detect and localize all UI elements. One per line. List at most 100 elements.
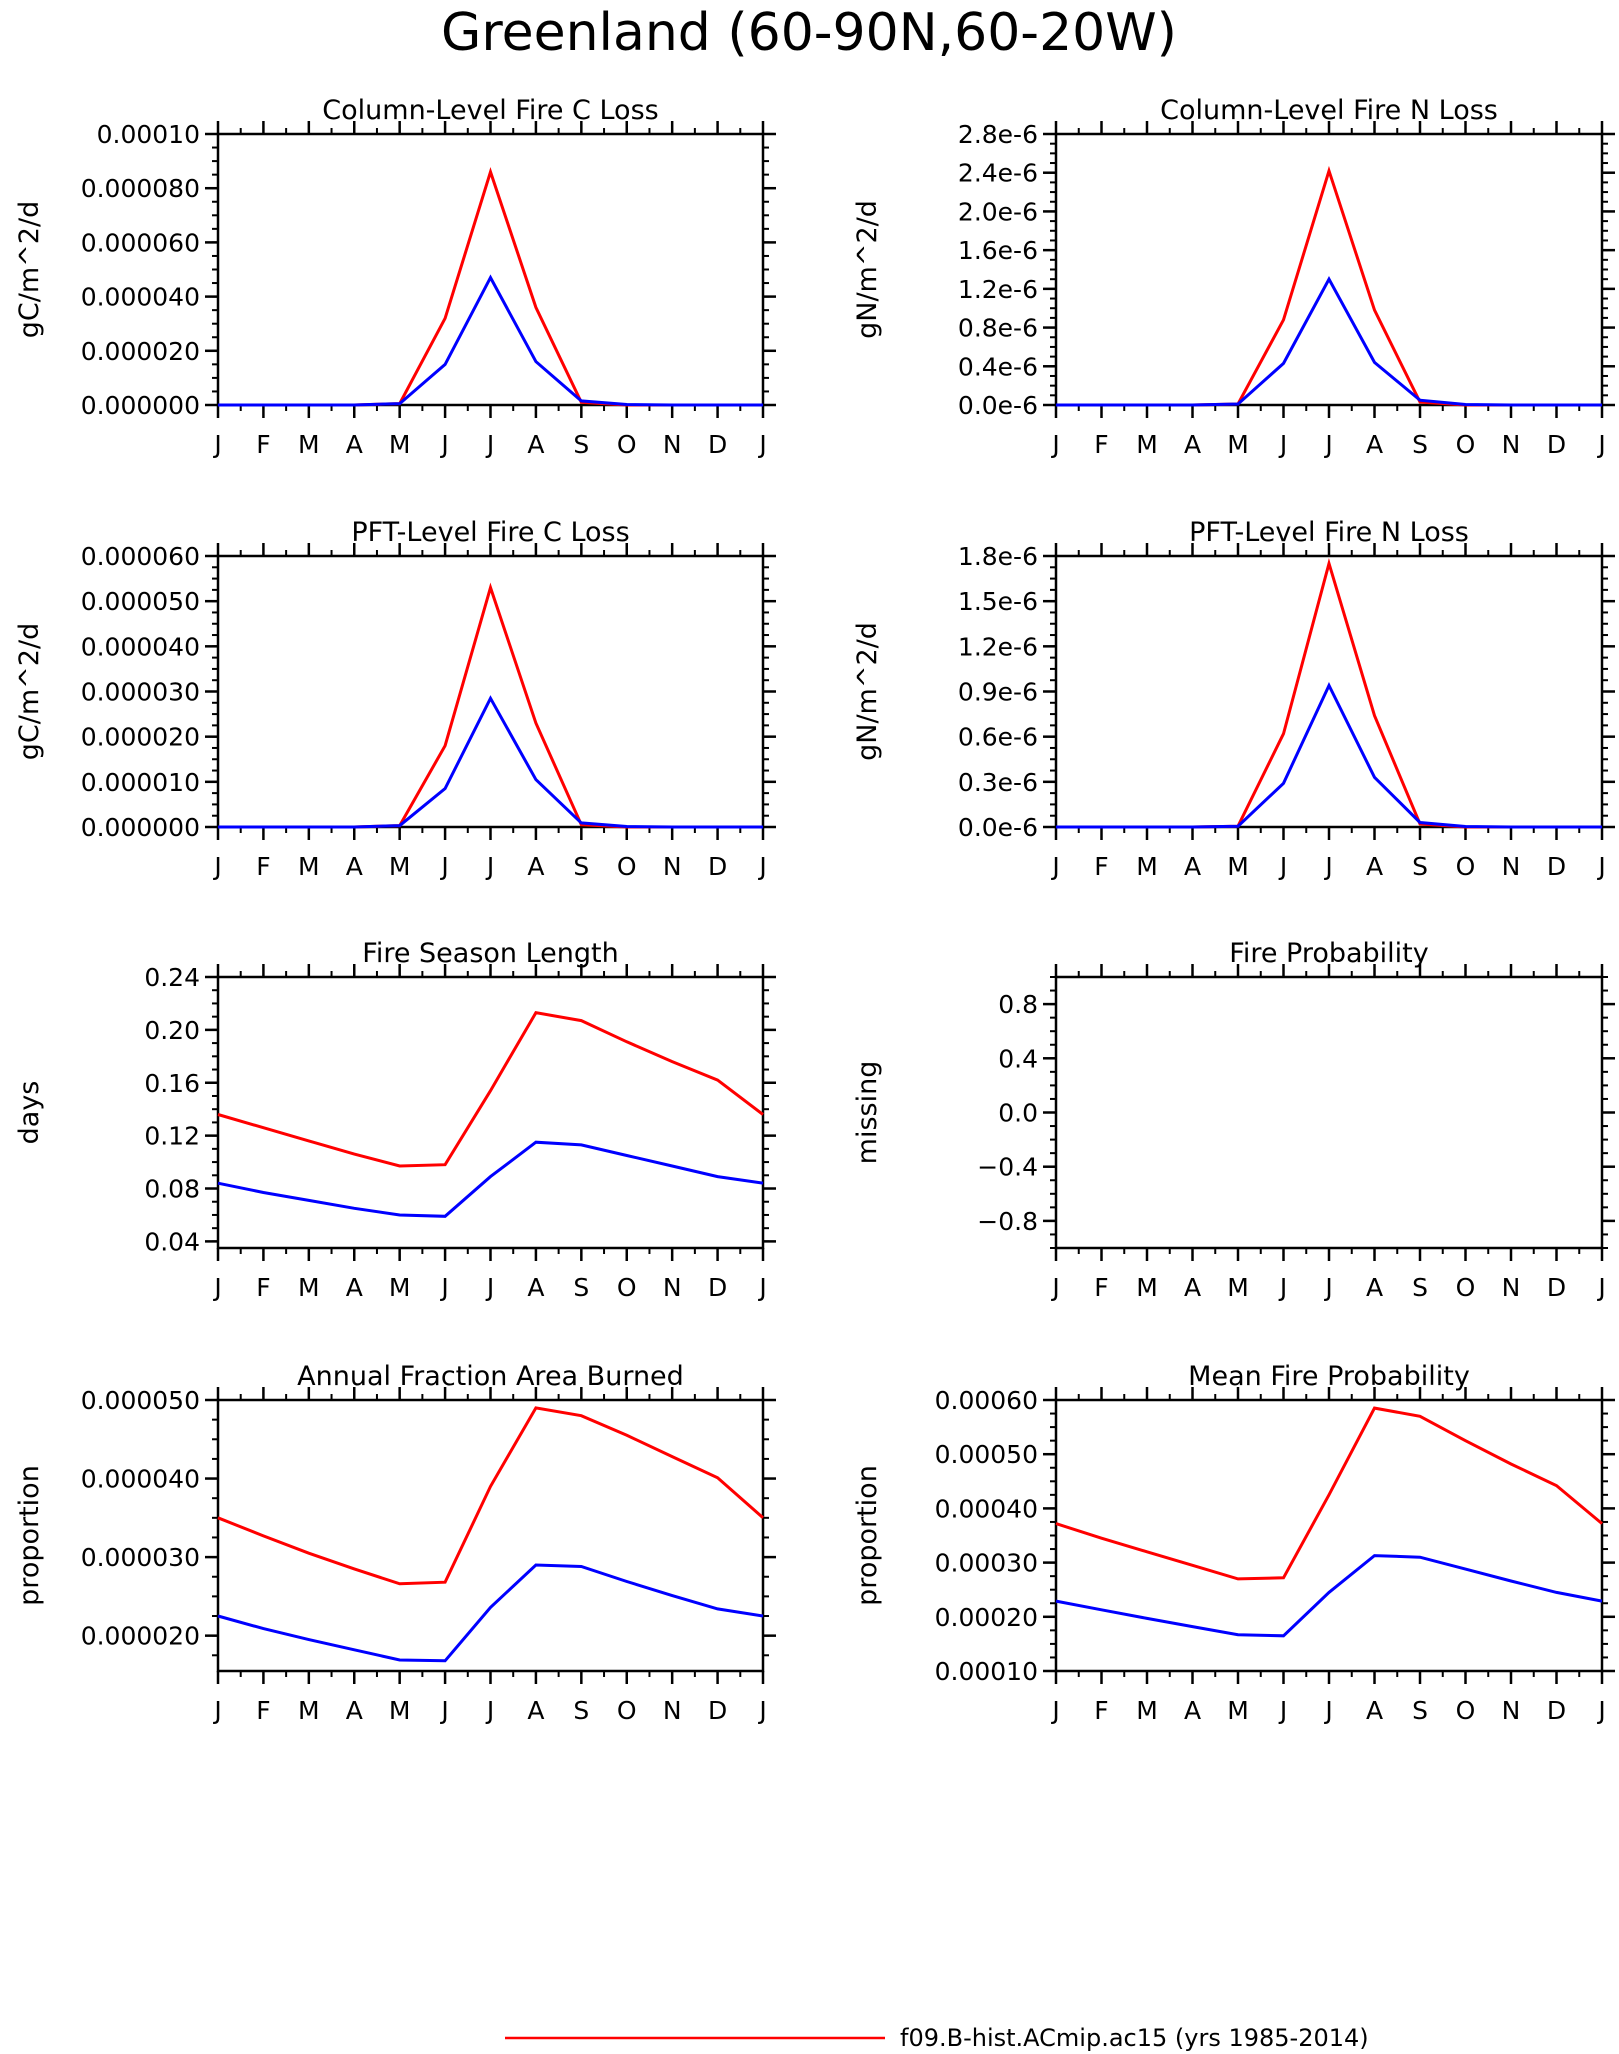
x-tick-label: J: [485, 1696, 494, 1725]
x-tick-label: A: [1184, 1273, 1201, 1302]
x-tick-label: N: [663, 852, 682, 881]
x-tick-label: M: [1136, 1696, 1158, 1725]
y-tick-label: 0.0e-6: [958, 813, 1038, 842]
y-tick-label: 2.4e-6: [958, 159, 1038, 188]
series-line: [218, 582, 763, 829]
x-tick-label: J: [485, 852, 494, 881]
x-tick-label: N: [1502, 1696, 1521, 1725]
x-tick-label: A: [1184, 430, 1201, 459]
x-tick-label: A: [527, 852, 544, 881]
y-tick-label: 0.000020: [81, 723, 200, 752]
x-tick-label: J: [1596, 1273, 1605, 1302]
x-tick-label: M: [1136, 1273, 1158, 1302]
x-tick-label: J: [485, 1273, 494, 1302]
y-axis-label: proportion: [14, 1465, 45, 1606]
x-tick-label: O: [617, 852, 637, 881]
x-tick-label: F: [1094, 1273, 1108, 1302]
x-tick-label: J: [485, 430, 494, 459]
y-tick-label: 0.000030: [81, 678, 200, 707]
y-tick-label: 0.8e-6: [958, 314, 1038, 343]
y-axis-label: gN/m^2/d: [852, 622, 883, 761]
y-tick-label: 0.0e-6: [958, 391, 1038, 420]
plot-frame: [1054, 554, 1604, 829]
y-tick-label: 0.000030: [81, 1543, 200, 1572]
x-tick-label: J: [757, 852, 766, 881]
y-tick-label: 0.00040: [935, 1494, 1038, 1523]
x-tick-label: A: [1366, 852, 1383, 881]
plot-frame: [1054, 1398, 1604, 1673]
series-line: [1056, 557, 1602, 829]
y-axis-label: gC/m^2/d: [14, 623, 45, 760]
x-tick-label: F: [1094, 852, 1108, 881]
chart-title: Fire Season Length: [362, 938, 618, 969]
series-line: [1056, 682, 1602, 829]
x-tick-label: A: [527, 1696, 544, 1725]
y-tick-label: 0.000050: [81, 587, 200, 616]
y-tick-label: 0.000060: [81, 228, 200, 257]
y-tick-label: 0.000020: [81, 1622, 200, 1651]
x-tick-label: O: [1456, 430, 1476, 459]
x-tick-label: J: [1323, 1273, 1332, 1302]
chart-panel-3: J F M A M J J A S O N D J0.0000000.0000100.0000200.0…: [14, 517, 776, 881]
chart-panel-1: J F M A M J J A S O N D J0.0000000.0000200.0000400.0…: [14, 95, 776, 459]
x-tick-label: J: [439, 1696, 448, 1725]
x-tick-label: O: [617, 1273, 637, 1302]
series-line: [1055, 1554, 1603, 1638]
x-tick-label: A: [1366, 1273, 1383, 1302]
y-tick-label: 0.24: [144, 963, 200, 992]
y-tick-label: 0.6e-6: [958, 723, 1038, 752]
chart-title: Annual Fraction Area Burned: [297, 1361, 684, 1392]
x-tick-label: A: [1366, 1696, 1383, 1725]
x-tick-label: M: [389, 1696, 411, 1725]
series-line: [218, 695, 763, 829]
y-axis-label: days: [14, 1081, 45, 1145]
x-tick-label: D: [1547, 430, 1566, 459]
y-tick-label: 0.04: [144, 1227, 200, 1256]
y-tick-label: 0.000020: [81, 337, 200, 366]
series-line: [218, 167, 763, 407]
x-tick-label: M: [1227, 1273, 1249, 1302]
x-tick-label: M: [298, 1273, 320, 1302]
x-tick-label: M: [1136, 430, 1158, 459]
x-tick-label: A: [1184, 1696, 1201, 1725]
x-tick-label: M: [298, 430, 320, 459]
x-tick-label: S: [1412, 852, 1428, 881]
y-tick-label: 0.00010: [97, 120, 200, 149]
y-tick-label: 0.00050: [935, 1440, 1038, 1469]
x-tick-label: D: [708, 430, 727, 459]
y-tick-label: 0.00030: [935, 1549, 1038, 1578]
y-tick-label: 0.4: [998, 1044, 1038, 1073]
y-tick-label: 0.000000: [81, 391, 200, 420]
x-tick-label: M: [298, 1696, 320, 1725]
series-line: [1056, 276, 1602, 407]
y-tick-label: 0.9e-6: [958, 678, 1038, 707]
x-tick-label: J: [1596, 430, 1605, 459]
chart-title: Column-Level Fire N Loss: [1160, 95, 1498, 126]
x-tick-label: F: [1094, 1696, 1108, 1725]
x-tick-label: A: [527, 1273, 544, 1302]
x-tick-label: A: [346, 1696, 363, 1725]
legend: f09.B-hist.ACmip.ac15 (yrs 1985-2014): [505, 2024, 1369, 2052]
x-tick-label: N: [663, 1273, 682, 1302]
x-tick-label: J: [1050, 852, 1059, 881]
chart-panel-5: J F M A M J J A S O N D J0.040.080.120.160.200.24Fir…: [14, 938, 776, 1302]
x-tick-label: A: [346, 430, 363, 459]
chart-title: PFT-Level Fire C Loss: [351, 517, 629, 548]
x-tick-label: F: [256, 1696, 270, 1725]
y-tick-label: 2.0e-6: [958, 197, 1038, 226]
y-axis-label: gC/m^2/d: [14, 201, 45, 338]
x-tick-label: M: [389, 852, 411, 881]
x-tick-label: A: [1366, 430, 1383, 459]
chart-panel-7: J F M A M J J A S O N D J0.0000200.0000300.0000400.0…: [14, 1361, 776, 1725]
panels-group: J F M A M J J A S O N D J0.0000000.0000200.0000400.0…: [14, 95, 1615, 1725]
x-tick-label: F: [256, 1273, 270, 1302]
x-tick-label: D: [1547, 1273, 1566, 1302]
x-tick-label: O: [1456, 852, 1476, 881]
x-tick-label: A: [346, 1273, 363, 1302]
series-line: [218, 274, 763, 407]
x-tick-label: O: [1456, 1273, 1476, 1302]
x-tick-label: M: [1227, 430, 1249, 459]
chart-title: Fire Probability: [1229, 938, 1429, 969]
x-tick-label: J: [1050, 430, 1059, 459]
x-tick-label: D: [708, 852, 727, 881]
